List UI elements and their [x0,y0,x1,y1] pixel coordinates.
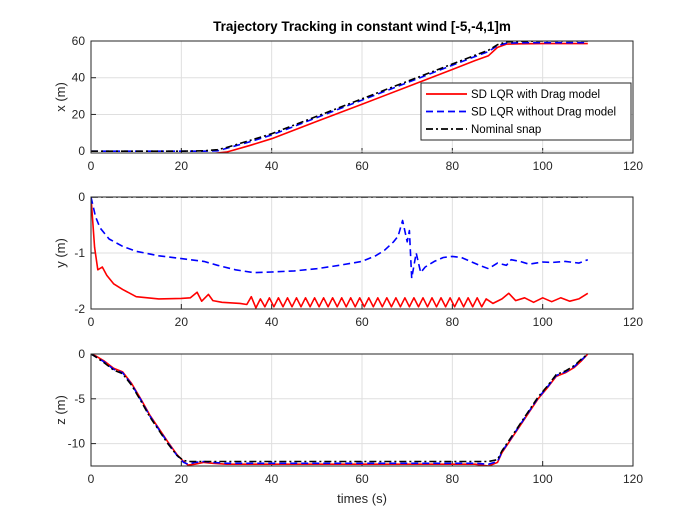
axes-frame [90,196,634,310]
y-tick-label: 0 [78,347,85,361]
subplot-z: 0 20 40 60 80 100 120 0 -5 -10z (m) [53,347,643,486]
y-tick-label: 0 [78,144,85,158]
x-tick-label: 120 [623,159,643,173]
x-tick-label: 60 [355,472,369,486]
x-tick-label: 40 [265,159,279,173]
axes-frame [90,40,634,154]
x-tick-label: 20 [175,315,189,329]
y-tick-label: -5 [74,392,85,406]
series-line-dashdot [91,354,589,463]
subplot-y: 0 20 40 60 80 100 120 0 -1 -2 y (m) [53,190,643,329]
x-tick-label: 80 [446,159,460,173]
legend-entry: SD LQR with Drag model [471,89,600,101]
legend-box [420,82,632,141]
x-tick-label: 100 [533,159,553,173]
y-axis-label: x (m) [53,82,68,112]
x-tick-label: 0 [88,315,95,329]
y-tick-label: -10 [68,437,86,451]
y-axis-label: z (m) [53,395,68,425]
x-tick-label: 100 [533,472,553,486]
y-tick-label: 40 [72,71,86,85]
y-tick-label: 60 [72,34,86,48]
legend-entry: SD LQR without Drag model [471,107,616,119]
series-line-dashed [91,197,589,279]
y-tick-label: -1 [74,246,85,260]
series-group [91,354,589,466]
x-tick-label: 60 [355,315,369,329]
legend-entry: Nominal snap [471,124,541,136]
legend: SD LQR with Drag model SD LQR without Dra… [420,82,632,141]
x-tick-label: 80 [446,472,460,486]
x-tick-label: 20 [175,472,189,486]
x-tick-label: 40 [265,472,279,486]
x-axis-label: times (s) [337,491,387,506]
series-group [91,41,588,153]
y-tick-label: 0 [78,190,85,204]
x-tick-label: 120 [623,472,643,486]
x-tick-label: 100 [533,315,553,329]
x-tick-label: 120 [623,315,643,329]
x-tick-label: 40 [265,315,279,329]
series-line-solid [210,42,588,153]
y-axis-label: y (m) [53,238,68,268]
x-tick-label: 80 [446,315,460,329]
chart-title: Trajectory Tracking in constant wind [-5… [213,19,511,34]
axes-frame [90,353,634,467]
x-tick-label: 20 [175,159,189,173]
series-line-solid [91,197,589,309]
series-group [91,197,589,309]
series-line-dashdot [91,41,588,152]
x-tick-label: 0 [88,159,95,173]
series-line-dashed [91,41,588,152]
x-tick-label: 60 [355,159,369,173]
y-tick-label: 20 [72,107,86,121]
y-tick-label: -2 [74,302,85,316]
x-tick-label: 0 [88,472,95,486]
